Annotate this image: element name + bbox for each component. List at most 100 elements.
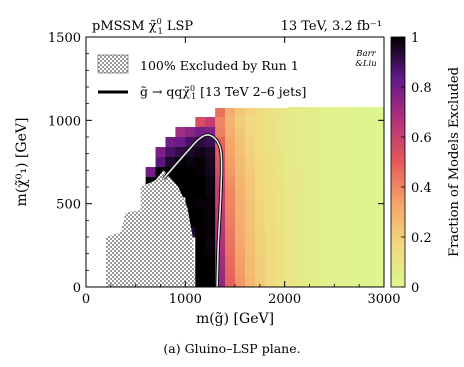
heatmap-cell [314, 217, 325, 228]
heatmap-cell [324, 147, 335, 158]
heatmap-cell [294, 277, 305, 287]
heatmap-cell [364, 247, 375, 258]
heatmap-cell [205, 257, 216, 268]
y-tick-label: 500 [56, 198, 81, 213]
heatmap-cell [175, 157, 186, 168]
heatmap-cell [274, 177, 286, 188]
heatmap-cell [324, 197, 335, 208]
heatmap-cell [304, 197, 315, 208]
heatmap-cell [294, 217, 305, 228]
heatmap-cell [344, 147, 355, 158]
heatmap-cell [274, 237, 286, 248]
contour-line [162, 134, 223, 287]
heatmap-cell [344, 137, 355, 148]
heatmap-cell [274, 117, 286, 128]
heatmap-cell [244, 157, 256, 168]
heatmap-cell [334, 177, 345, 188]
heatmap-cell [235, 267, 246, 278]
heatmap-cell [235, 257, 246, 268]
heatmap-cell [364, 157, 375, 168]
colorbar-tick-label: 0.4 [411, 181, 432, 196]
heatmap-cell [314, 247, 325, 258]
heatmap-cell [364, 167, 375, 178]
heatmap-cell [334, 117, 345, 128]
heatmap-cell [205, 147, 216, 158]
colorbar-label: Fraction of Models Excluded [447, 67, 462, 257]
title-left-chi: χ̃ [149, 19, 157, 34]
y-axis: 0 500 1000 1500 [48, 31, 384, 296]
heatmap-cell [284, 267, 295, 278]
heatmap-cell [374, 237, 384, 248]
heatmap-cell [324, 137, 335, 148]
heatmap-cell [314, 187, 325, 198]
heatmap-cell [284, 247, 295, 258]
heatmap-cell [344, 177, 355, 188]
heatmap-cell [254, 117, 266, 128]
heatmap-cell [264, 127, 276, 138]
heatmap-cell [304, 167, 315, 178]
heatmap-cell [195, 267, 206, 278]
heatmap-cell [364, 147, 375, 158]
heatmap-cell [254, 207, 266, 218]
heatmap-cell [374, 157, 384, 168]
heatmap-cell [244, 227, 256, 238]
heatmap-cell [274, 167, 286, 178]
heatmap-cell [364, 197, 375, 208]
heatmap-cell [374, 117, 384, 128]
heatmap-cell [235, 167, 246, 178]
run1-excluded-polygon [105, 170, 196, 287]
heatmap-cell [294, 167, 305, 178]
heatmap-cell [314, 167, 325, 178]
heatmap-cell [354, 217, 365, 228]
heatmap-cell [354, 127, 365, 138]
heatmap-cell [344, 227, 355, 238]
colorbar-tick-label: 1 [411, 31, 419, 46]
heatmap-cell [205, 197, 216, 208]
heatmap-cell [244, 207, 256, 218]
heatmap-cell [235, 207, 246, 218]
x-tick-label: 2000 [268, 292, 301, 307]
heatmap-cell [225, 177, 236, 188]
legend-hatch-swatch [97, 54, 129, 74]
heatmap-cell [195, 167, 206, 178]
heatmap-cell [334, 227, 345, 238]
heatmap-cell [195, 197, 206, 208]
heatmap-cell [284, 207, 295, 218]
heatmap-cell [205, 127, 216, 138]
heatmap-cell [195, 277, 206, 287]
heatmap-cell [205, 167, 216, 178]
heatmap-cell [374, 107, 384, 118]
heatmap-cell [324, 227, 335, 238]
heatmap-cell [244, 127, 256, 138]
heatmap-cell [155, 167, 166, 178]
heatmap-cell [364, 267, 375, 278]
heatmap-cell [235, 147, 246, 158]
heatmap-cell [294, 157, 305, 168]
heatmap-cell [274, 217, 286, 228]
annotation-barr: Barr [355, 49, 376, 59]
heatmap-cell [215, 137, 226, 148]
heatmap-cell [374, 217, 384, 228]
heatmap-cell [344, 247, 355, 258]
heatmap-cell [314, 267, 325, 278]
heatmap-cell [195, 127, 206, 138]
heatmap-cell [264, 197, 276, 208]
heatmap-cell [374, 167, 384, 178]
heatmap-cell [195, 237, 206, 248]
heatmap-cell [274, 257, 286, 268]
heatmap-cell [225, 207, 236, 218]
legend: 100% Excluded by Run 1 g̃ → qqχ̃0 1 [13 T… [90, 42, 306, 108]
y-axis-label: m(χ̃⁰₁) [GeV] [14, 118, 30, 207]
heatmap-cell [274, 187, 286, 198]
heatmap-cell [244, 177, 256, 188]
heatmap-cell [304, 247, 315, 258]
heatmap-cell [175, 137, 186, 148]
heatmap-cell [294, 257, 305, 268]
heatmap-cell [235, 277, 246, 287]
heatmap-cell [205, 187, 216, 198]
heatmap-cell [364, 237, 375, 248]
contour-13tev [162, 133, 224, 287]
heatmap-cell [175, 167, 186, 178]
colorbar-tick-label: 0.6 [411, 131, 432, 146]
heatmap-cell [364, 177, 375, 188]
